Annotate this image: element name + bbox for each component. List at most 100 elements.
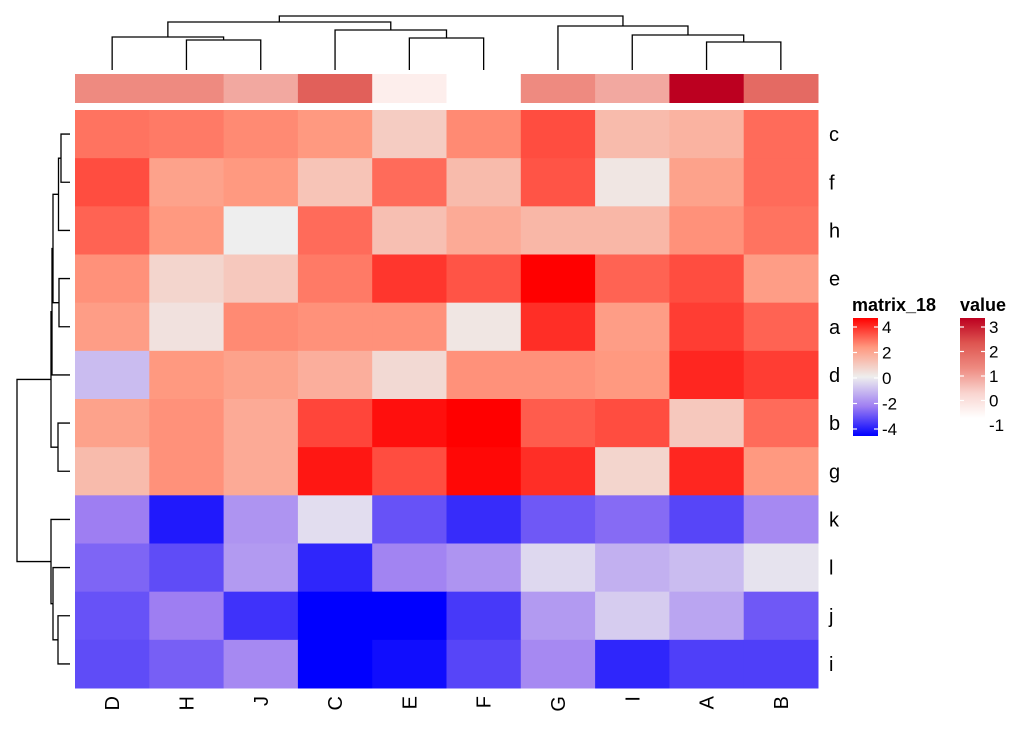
heatmap-cell — [223, 591, 299, 641]
heatmap-cell — [223, 639, 299, 689]
heatmap-cell — [520, 110, 596, 159]
column-label: H — [176, 696, 198, 710]
column-label: E — [399, 696, 421, 709]
heatmap-cell — [669, 495, 745, 544]
heatmap-cell — [223, 302, 299, 352]
heatmap-cell — [446, 447, 522, 496]
row-label: j — [828, 606, 833, 628]
row-label: a — [829, 317, 841, 339]
dendrogram-branch — [57, 422, 70, 472]
heatmap-cell — [446, 591, 522, 641]
heatmap-cell — [446, 639, 522, 689]
heatmap-cell — [75, 254, 150, 304]
heatmap-cell — [669, 158, 745, 207]
heatmap-cell — [223, 350, 299, 400]
heatmap-cell — [743, 302, 819, 352]
heatmap-cell — [223, 158, 299, 207]
heatmap-cell — [520, 543, 596, 593]
legend-tick-label: -2 — [882, 395, 897, 414]
heatmap-cell — [297, 399, 373, 448]
heatmap-cell — [520, 639, 596, 689]
heatmap-cell — [520, 302, 596, 352]
heatmap-cell — [743, 639, 819, 689]
heatmap-cell — [446, 158, 522, 207]
legend-tick-label: 1 — [989, 367, 998, 386]
heatmap-cells — [75, 110, 819, 689]
heatmap-cell — [743, 110, 819, 159]
heatmap-cell — [297, 302, 373, 352]
heatmap-cell — [743, 591, 819, 641]
heatmap-cell — [743, 543, 819, 593]
annotation-cell — [669, 74, 745, 103]
row-labels: c f h e a d b g k l j i — [828, 124, 841, 676]
legend-title: value — [960, 295, 1006, 315]
column-label: C — [325, 696, 347, 710]
column-dendrogram — [111, 15, 782, 70]
heatmap-cell — [149, 110, 225, 159]
heatmap-cell — [669, 206, 745, 255]
legend-tick-label: 0 — [989, 392, 998, 411]
legend-tick-label: -1 — [989, 416, 1004, 435]
heatmap-cell — [149, 254, 225, 304]
heatmap-cell — [372, 399, 447, 448]
heatmap-cell — [297, 495, 373, 544]
column-label: F — [474, 696, 496, 708]
legend-tick-label: 4 — [882, 318, 891, 337]
heatmap-cell — [149, 350, 225, 400]
heatmap-cell — [743, 206, 819, 255]
heatmap-cell — [743, 158, 819, 207]
heatmap-cell — [149, 158, 225, 207]
heatmap-cell — [595, 110, 670, 159]
heatmap-cell — [520, 447, 596, 496]
heatmap-cell — [595, 302, 670, 352]
row-label: e — [829, 269, 840, 291]
legend-tick-label: 0 — [882, 369, 891, 388]
column-annotation — [75, 74, 819, 103]
heatmap-cell — [595, 447, 670, 496]
legend-title: matrix_18 — [852, 295, 936, 315]
heatmap-cell — [669, 639, 745, 689]
heatmap-cell — [75, 543, 150, 593]
heatmap-cell — [149, 399, 225, 448]
heatmap-cell — [595, 254, 670, 304]
dendrogram-branch — [57, 615, 70, 665]
annotation-cell — [149, 74, 225, 103]
annotation-cell — [743, 74, 819, 103]
row-label: c — [829, 124, 839, 146]
heatmap-cell — [595, 206, 670, 255]
heatmap-cell — [520, 158, 596, 207]
heatmap-cell — [669, 254, 745, 304]
heatmap-cell — [669, 350, 745, 400]
row-dendrogram — [16, 133, 70, 665]
heatmap-cell — [223, 495, 299, 544]
heatmap-cell — [446, 206, 522, 255]
row-label: l — [829, 558, 833, 580]
heatmap-cell — [223, 254, 299, 304]
column-label: A — [697, 695, 719, 709]
heatmap-cell — [669, 591, 745, 641]
column-label: I — [622, 696, 644, 702]
heatmap-cell — [297, 447, 373, 496]
heatmap-cell — [446, 302, 522, 352]
heatmap-cell — [75, 495, 150, 544]
heatmap-cell — [149, 447, 225, 496]
heatmap-cell — [520, 254, 596, 304]
heatmap-cell — [446, 350, 522, 400]
dendrogram-branch — [50, 518, 70, 605]
heatmap-cell — [743, 254, 819, 304]
heatmap-cell — [75, 639, 150, 689]
dendrogram-branch — [16, 378, 51, 563]
heatmap-cell — [669, 302, 745, 352]
heatmap-cell — [595, 158, 670, 207]
row-label: i — [829, 654, 833, 676]
heatmap-cell — [75, 447, 150, 496]
heatmap-cell — [669, 543, 745, 593]
annotation-cell — [446, 74, 522, 103]
heatmap-cell — [669, 447, 745, 496]
heatmap-cell — [520, 399, 596, 448]
heatmap-cell — [75, 110, 150, 159]
dendrogram-branch — [51, 247, 70, 376]
heatmap-cell — [297, 591, 373, 641]
heatmap-cell — [372, 591, 447, 641]
heatmap-cell — [75, 158, 150, 207]
